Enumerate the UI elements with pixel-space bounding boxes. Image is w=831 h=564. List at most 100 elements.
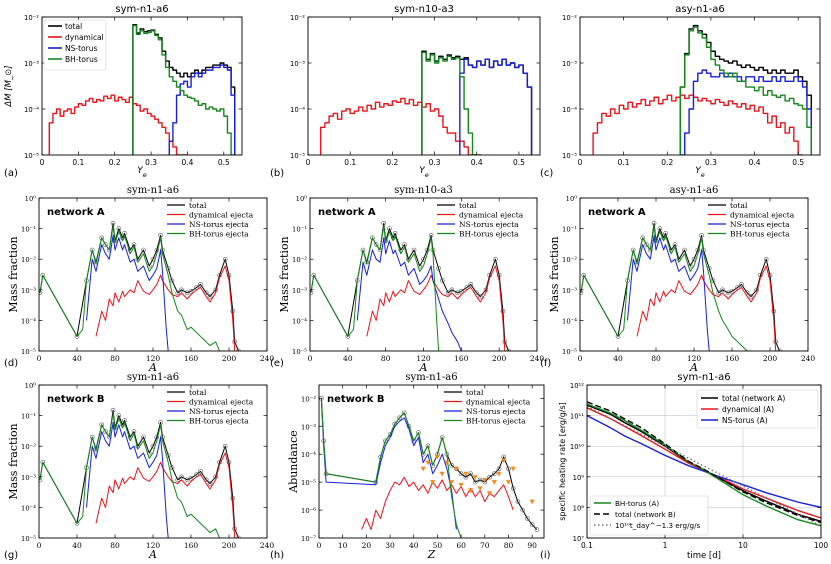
data-point <box>477 477 483 483</box>
data-point <box>175 290 180 296</box>
y-tick-label: 10⁻² <box>21 256 36 264</box>
y-tick-label: 10⁻⁵ <box>21 535 36 543</box>
x-tick-label: 0.5 <box>513 158 525 167</box>
y-tick-label: 10⁻² <box>21 443 36 451</box>
plot-frame <box>579 16 821 156</box>
data-point <box>716 290 722 296</box>
data-point <box>468 282 474 287</box>
x-tick-label: 200 <box>763 354 778 363</box>
series-group <box>580 220 782 351</box>
panel-label: (c) <box>540 168 553 179</box>
y-tick-label: 10⁻³ <box>24 60 39 68</box>
series-line-total <box>679 24 812 155</box>
x-tick-label: 0.1 <box>344 158 356 167</box>
legend-label: BH-torus ejecta <box>189 230 249 239</box>
series-line-bh-torus-ejecta <box>580 225 751 351</box>
x-tick-label: 240 <box>260 541 275 550</box>
orange-marker <box>430 480 436 485</box>
x-tick-label: 40 <box>409 541 419 550</box>
y-tick-label: 10¹² <box>570 382 584 390</box>
data-point <box>449 287 455 293</box>
series-line-dynamical <box>48 94 189 155</box>
series-group <box>48 24 236 155</box>
data-point <box>682 247 687 253</box>
x-tick-label: 240 <box>530 354 545 363</box>
y-tick-label: 10⁻¹ <box>292 226 307 234</box>
orange-marker <box>463 471 469 477</box>
y-axis-label: Mass fraction <box>548 236 561 312</box>
plot-frame <box>307 16 541 156</box>
data-point <box>496 466 502 472</box>
y-tick-label: 10⁻⁵ <box>21 348 36 356</box>
data-point <box>710 278 716 283</box>
y-axis-label: Abundance <box>287 430 300 494</box>
y-tick-label: 10⁻³ <box>21 474 36 482</box>
series-line-bh-torus-ejecta <box>310 225 440 351</box>
y-axis-label: Mass fraction <box>7 423 20 499</box>
y-tick-label: 10⁻³ <box>292 287 307 295</box>
y-tick-label: 10¹⁰ <box>570 443 584 451</box>
x-tick-label: 90 <box>527 541 537 550</box>
data-point <box>141 247 146 253</box>
x-tick-label: 10 <box>738 541 748 550</box>
legend-label: dynamical (A) <box>722 405 774 414</box>
data-point <box>230 495 236 501</box>
data-point <box>373 242 379 247</box>
data-point <box>222 256 228 262</box>
y-tick-label: 10⁻³ <box>290 60 305 68</box>
legend-label: NS-torus ejecta <box>189 220 249 229</box>
data-point <box>520 507 525 513</box>
data-point <box>725 290 731 296</box>
y-tick-label: 10⁻³ <box>21 287 36 295</box>
x-tick-label: 160 <box>454 354 469 363</box>
y-tick-label: 10¹¹ <box>570 413 584 421</box>
x-tick-label: 0.4 <box>181 158 193 167</box>
panel-label: (h) <box>270 550 284 561</box>
legend-label: total <box>466 388 484 397</box>
legend-label: 10¹⁰t_day^−1.3 erg/g/s <box>615 521 701 530</box>
x-tick-label: 0 <box>578 354 583 363</box>
data-point <box>230 308 236 314</box>
series-line-bh-torus-ejecta <box>39 412 224 538</box>
legend-label: NS-torus ejecta <box>730 220 790 229</box>
orange-marker <box>477 486 483 491</box>
series-line-total-network-b- <box>587 401 821 524</box>
y-tick-label: 10⁻⁴ <box>290 106 305 114</box>
data-point <box>459 288 464 294</box>
legend-label: BH-torus ejecta <box>466 417 526 426</box>
network-label: network A <box>318 207 376 218</box>
x-tick-label: 10 <box>338 541 348 550</box>
y-tick-label: 10⁻³ <box>301 423 316 431</box>
data-point <box>226 272 232 278</box>
data-point <box>236 348 241 351</box>
y-tick-label: 10⁻² <box>24 14 39 22</box>
orange-marker <box>529 499 535 505</box>
panel-label: (g) <box>4 550 18 561</box>
x-tick-label: 0.2 <box>109 158 121 167</box>
data-point <box>436 266 441 271</box>
data-point <box>345 334 351 339</box>
chart-title: sym-n10-a3 <box>394 4 454 15</box>
data-point <box>188 288 194 294</box>
y-tick-label: 10⁻⁴ <box>24 106 39 114</box>
data-point <box>207 481 213 486</box>
legend-label: dynamical ejecta <box>189 398 254 407</box>
orange-marker <box>458 482 464 488</box>
data-point <box>477 294 483 299</box>
legend-label: dynamical <box>65 33 104 42</box>
y-tick-label: 10⁻³ <box>562 60 577 68</box>
panel-label: (f) <box>540 358 551 369</box>
panel-g: 0 40 80 120 160 200 240 10⁻⁵ 10⁻⁴ 10⁻³ 10⁻² 10⁻¹ 10⁰… <box>4 372 274 561</box>
orange-marker <box>467 488 474 494</box>
x-axis-label: A <box>419 361 428 374</box>
orange-marker <box>510 466 516 472</box>
data-point <box>387 226 392 231</box>
legend-label: total <box>189 388 207 397</box>
x-tick-label: 160 <box>184 541 199 550</box>
series-line-total <box>39 409 239 538</box>
x-tick-label: 0 <box>306 158 311 167</box>
